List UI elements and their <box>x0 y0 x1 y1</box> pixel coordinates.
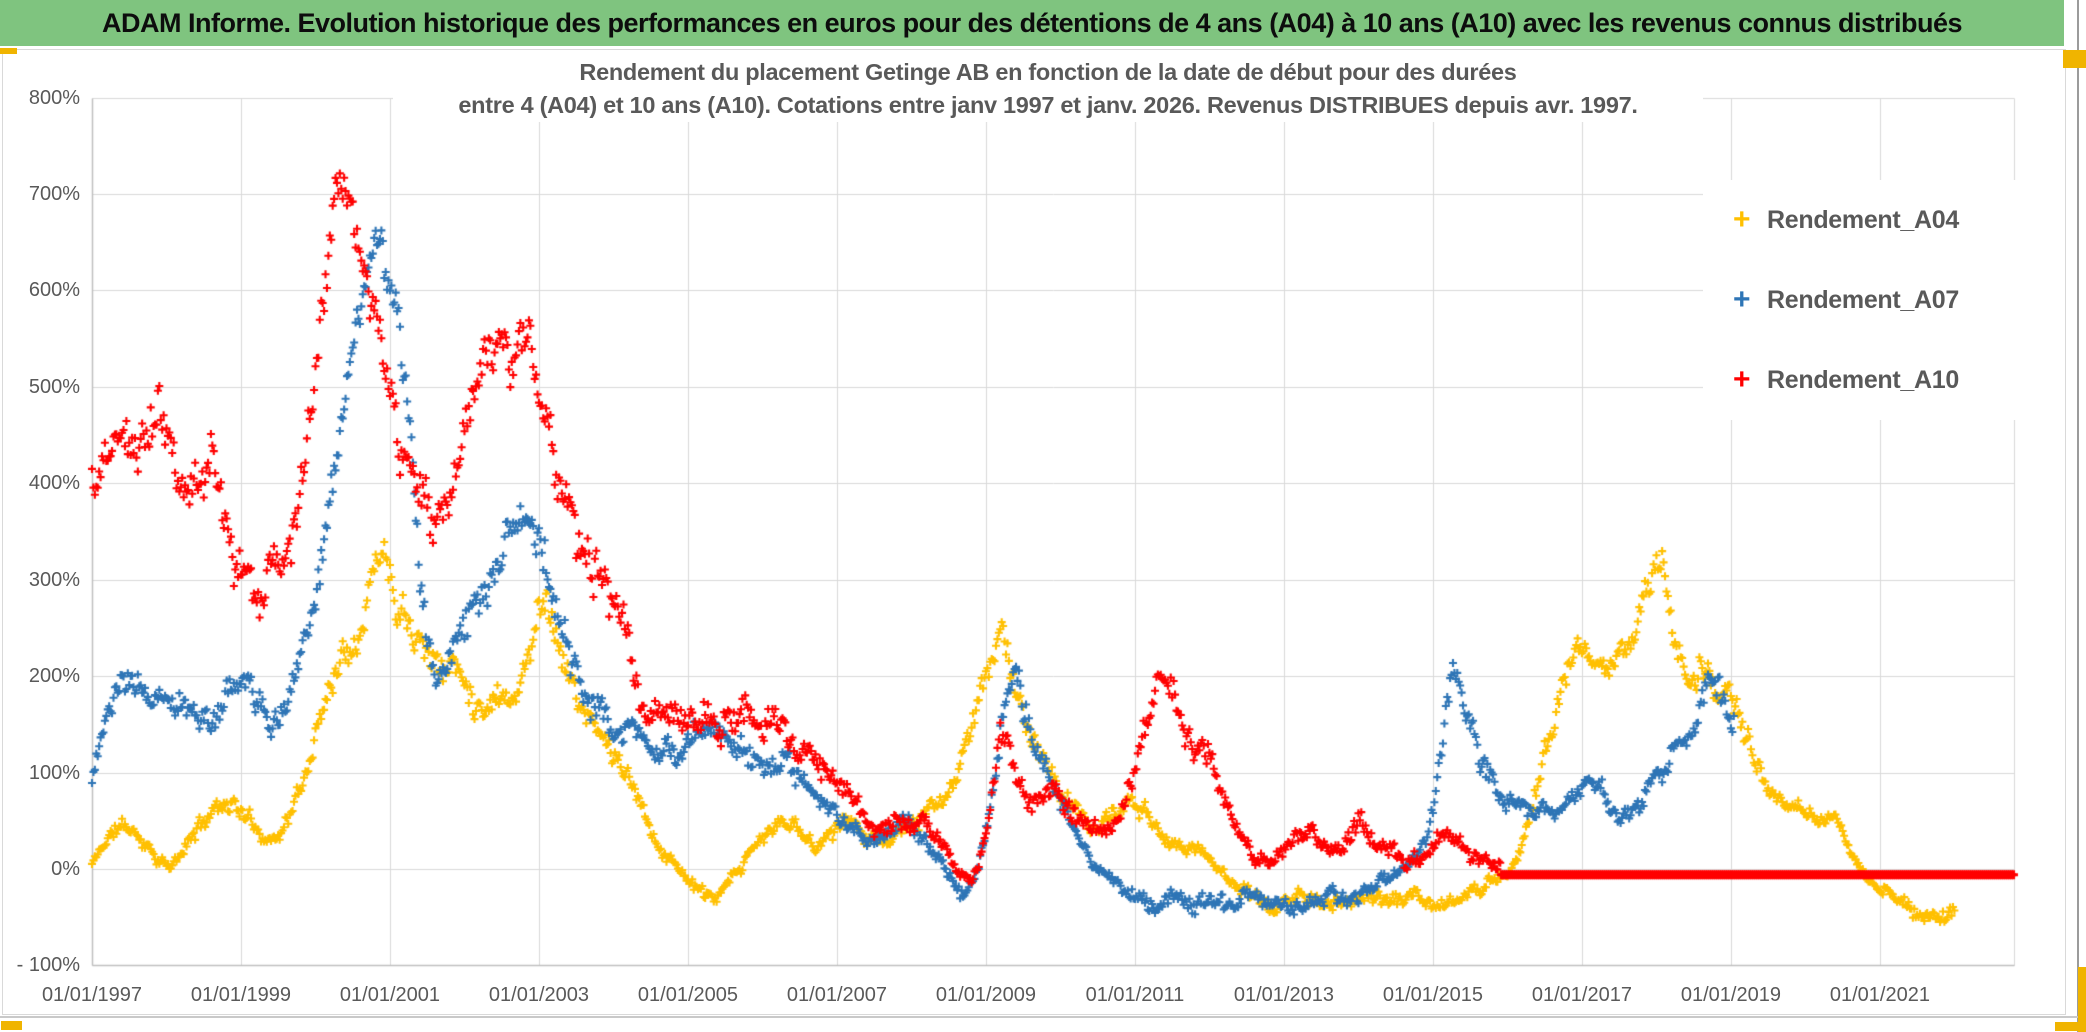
legend-marker-icon: + <box>1733 363 1751 396</box>
y-axis-label: 800% <box>28 86 80 109</box>
x-axis-label: 01/01/2003 <box>488 984 590 1006</box>
banner-title: ADAM Informe. Evolution historique des p… <box>101 7 1963 38</box>
y-axis-label: 300% <box>28 568 80 591</box>
x-axis-label: 01/01/2001 <box>339 984 441 1006</box>
window-right-border <box>2077 0 2079 1032</box>
y-axis-label: - 100% <box>16 954 80 977</box>
x-axis-label: 01/01/1999 <box>190 984 292 1006</box>
y-axis-label: 700% <box>28 182 80 205</box>
x-axis-label: 01/01/2009 <box>935 984 1036 1006</box>
legend-label: Rendement_A07 <box>1767 285 1959 314</box>
banner: ADAM Informe. Evolution historique des p… <box>0 0 2064 46</box>
x-axis-label: 01/01/2015 <box>1382 984 1483 1006</box>
y-axis-label: 0% <box>51 857 80 880</box>
legend-label: Rendement_A04 <box>1767 205 1959 234</box>
x-axis-label: 01/01/2017 <box>1531 984 1632 1006</box>
legend-marker-icon: + <box>1733 203 1751 236</box>
legend[interactable]: + Rendement_A04 + Rendement_A07 + Rendement_A… <box>1703 180 2065 420</box>
y-axis-label: 500% <box>28 375 80 398</box>
y-axis-label: 400% <box>28 472 80 495</box>
x-axis-label: 01/01/2019 <box>1680 984 1781 1006</box>
x-axis-label: 01/01/2021 <box>1829 984 1930 1006</box>
x-axis-label: 01/01/2007 <box>786 984 887 1006</box>
legend-item-rendement_a10[interactable]: + Rendement_A10 <box>1733 362 1959 398</box>
y-axis-label: 200% <box>28 665 80 688</box>
legend-marker-icon: + <box>1733 283 1751 316</box>
legend-item-rendement_a04[interactable]: + Rendement_A04 <box>1733 202 1959 238</box>
accent-right-strip <box>2078 967 2086 1032</box>
accent-bottom-right <box>2055 1022 2086 1031</box>
x-axis-label: 01/01/1997 <box>41 984 143 1006</box>
y-axis-label: 600% <box>28 279 80 302</box>
y-axis-label: 100% <box>28 761 80 784</box>
legend-label: Rendement_A10 <box>1767 365 1959 394</box>
x-axis-label: 01/01/2011 <box>1085 984 1185 1006</box>
chart-title-line1: Rendement du placement Getinge AB en fon… <box>579 59 1517 85</box>
accent-top-right <box>2063 50 2086 68</box>
x-axis-label: 01/01/2013 <box>1233 984 1334 1006</box>
window-bottom-border <box>0 1016 2078 1018</box>
chart-title-line2: entre 4 (A04) et 10 ans (A10). Cotations… <box>458 92 1638 118</box>
legend-item-rendement_a07[interactable]: + Rendement_A07 <box>1733 282 1959 318</box>
accent-bottom-left <box>1 1021 22 1030</box>
accent-top-left <box>0 48 17 54</box>
x-axis-label: 01/01/2005 <box>637 984 739 1006</box>
chart-title: Rendement du placement Getinge AB en fon… <box>393 56 1703 122</box>
